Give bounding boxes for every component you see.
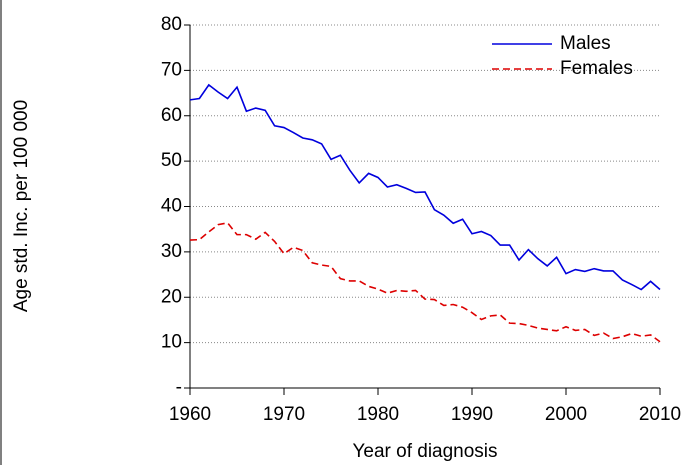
line-series [189,83,661,291]
x-axis-label: Year of diagnosis [352,441,497,462]
y-tick-label: 10 [161,332,182,353]
x-tick-label: 1980 [357,404,399,425]
x-tick-label: 1990 [451,404,493,425]
y-tick-label: 30 [161,241,182,262]
y-tick-label: 20 [161,286,182,307]
line-series [189,221,661,343]
y-tick-label: 70 [161,59,182,80]
legend-label: Males [560,33,611,54]
x-tick-label: 1960 [169,404,211,425]
x-tick-label: 2010 [639,404,681,425]
y-tick-label: 60 [161,105,182,126]
x-tick-label: 1970 [263,404,305,425]
x-tick-label: 2000 [545,404,587,425]
y-tick-label: 50 [161,150,182,171]
y-tick-label: 80 [161,14,182,35]
y-tick-label: - [176,377,182,398]
y-tick-label: 40 [161,196,182,217]
legend-label: Females [560,58,633,79]
y-axis-label: Age std. Inc. per 100 000 [11,100,32,312]
